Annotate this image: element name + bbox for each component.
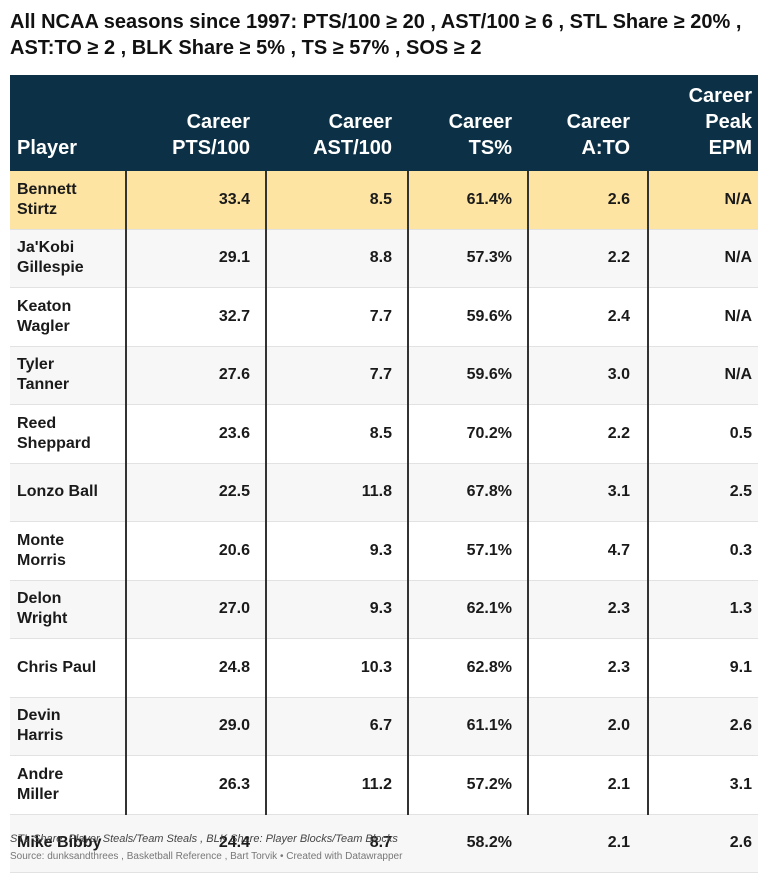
cell-ato: 2.1 (607, 775, 630, 793)
table-header: Player Career PTS/100 Career AST/100 Car… (10, 75, 758, 171)
cell-ts: 59.6% (466, 307, 512, 325)
cell-player: Bennett Stirtz (17, 180, 77, 218)
column-header-player[interactable]: Player (17, 137, 78, 159)
cell-player: Devin Harris (17, 707, 64, 745)
cell-player: Chris Paul (17, 658, 97, 676)
cell-pts: 27.0 (218, 600, 250, 618)
cell-ast: 9.3 (369, 541, 392, 559)
cell-pts: 22.5 (218, 483, 250, 501)
cell-epm: 9.1 (729, 658, 752, 676)
cell-ast: 8.7 (369, 834, 392, 852)
cell-ast: 7.7 (369, 307, 392, 325)
table-row: Reed Sheppard 23.6 8.5 70.2% 2.2 0.5 (10, 405, 758, 464)
data-table: Player Career PTS/100 Career AST/100 Car… (10, 75, 758, 873)
column-header-ato[interactable]: Career A:TO (566, 111, 630, 159)
cell-epm: 0.3 (729, 541, 752, 559)
cell-pts: 29.0 (218, 717, 250, 735)
table-body: Bennett Stirtz 33.4 8.5 61.4% 2.6 N/A Ja'Kobi … (10, 171, 758, 873)
cell-ast: 10.3 (360, 658, 392, 676)
cell-ts: 57.1% (466, 541, 512, 559)
table-row: Ja'Kobi Gillespie 29.1 8.8 57.3% 2.2 N/A (10, 229, 758, 288)
cell-player: Lonzo Ball (17, 483, 98, 501)
cell-pts: 24.4 (218, 834, 250, 852)
cell-ato: 3.1 (607, 483, 630, 501)
cell-ts: 57.3% (466, 249, 512, 267)
cell-player: Ja'Kobi Gillespie (17, 239, 84, 277)
cell-ast: 11.8 (361, 483, 392, 501)
cell-epm: 3.1 (729, 775, 752, 793)
column-header-epm[interactable]: Career Peak EPM (688, 85, 752, 159)
cell-pts: 33.4 (218, 190, 250, 208)
cell-ts: 70.2% (466, 424, 512, 442)
cell-ts: 62.8% (466, 658, 512, 676)
cell-ts: 62.1% (466, 600, 512, 618)
cell-pts: 23.6 (218, 424, 250, 442)
table-row: Keaton Wagler 32.7 7.7 59.6% 2.4 N/A (10, 288, 758, 347)
cell-ato: 2.0 (607, 717, 630, 735)
cell-player: Mike Bibby (17, 834, 102, 852)
cell-ato: 2.3 (607, 600, 630, 618)
cell-ts: 61.1% (466, 717, 512, 735)
cell-player: Reed Sheppard (17, 414, 91, 452)
cell-epm: N/A (724, 249, 752, 267)
cell-epm: N/A (724, 307, 752, 325)
table-row: Andre Miller 26.3 11.2 57.2% 2.1 3.1 (10, 756, 758, 815)
cell-ts: 57.2% (466, 775, 512, 793)
cell-ato: 2.4 (607, 307, 630, 325)
cell-player: Delon Wright (17, 590, 68, 628)
cell-epm: 0.5 (729, 424, 752, 442)
cell-pts: 26.3 (218, 775, 250, 793)
cell-player: Monte Morris (17, 531, 66, 569)
column-header-ts[interactable]: Career TS% (448, 111, 512, 159)
cell-epm: 1.3 (729, 600, 752, 618)
table-row: Delon Wright 27.0 9.3 62.1% 2.3 1.3 (10, 580, 758, 639)
table-row: Monte Morris 20.6 9.3 57.1% 4.7 0.3 (10, 522, 758, 581)
cell-pts: 29.1 (218, 249, 250, 267)
cell-epm: 2.5 (729, 483, 752, 501)
cell-epm: N/A (724, 366, 752, 384)
cell-ato: 2.2 (607, 249, 630, 267)
cell-ato: 2.2 (607, 424, 630, 442)
cell-ts: 58.2% (466, 834, 512, 852)
cell-ast: 9.3 (369, 600, 392, 618)
chart-title: All NCAA seasons since 1997: PTS/100 ≥ 2… (10, 11, 742, 59)
cell-pts: 20.6 (218, 541, 250, 559)
cell-ast: 8.5 (369, 190, 392, 208)
table-row: Lonzo Ball 22.5 11.8 67.8% 3.1 2.5 (10, 463, 758, 522)
cell-epm: N/A (724, 190, 752, 208)
cell-ast: 8.5 (369, 424, 392, 442)
table-row: Mike Bibby 24.4 8.7 58.2% 2.1 2.6 (10, 814, 758, 873)
cell-ts: 67.8% (466, 483, 512, 501)
table-row: Bennett Stirtz 33.4 8.5 61.4% 2.6 N/A (10, 171, 758, 230)
cell-player: Andre Miller (17, 765, 64, 803)
cell-ato: 4.7 (607, 541, 630, 559)
footnote: STL Share: Player Steals/Team Steals , B… (10, 833, 398, 845)
column-header-pts[interactable]: Career PTS/100 (172, 111, 250, 159)
cell-ast: 7.7 (369, 366, 392, 384)
cell-player: Tyler Tanner (17, 356, 70, 394)
cell-ato: 2.3 (607, 658, 630, 676)
cell-epm: 2.6 (729, 717, 752, 735)
cell-ast: 8.8 (369, 249, 392, 267)
cell-ato: 2.1 (607, 834, 630, 852)
source-credit: Source: dunksandthrees , Basketball Refe… (10, 851, 403, 862)
cell-ts: 59.6% (466, 366, 512, 384)
column-header-ast[interactable]: Career AST/100 (313, 111, 392, 159)
cell-ato: 3.0 (607, 366, 630, 384)
cell-ast: 6.7 (369, 717, 392, 735)
cell-player: Keaton Wagler (17, 297, 72, 335)
cell-pts: 27.6 (218, 366, 250, 384)
table-row: Devin Harris 29.0 6.7 61.1% 2.0 2.6 (10, 697, 758, 756)
cell-epm: 2.6 (729, 834, 752, 852)
cell-ts: 61.4% (466, 190, 512, 208)
cell-ast: 11.2 (361, 775, 392, 793)
cell-pts: 32.7 (218, 307, 250, 325)
table-row: Tyler Tanner 27.6 7.7 59.6% 3.0 N/A (10, 346, 758, 405)
table-row: Chris Paul 24.8 10.3 62.8% 2.3 9.1 (10, 639, 758, 698)
cell-pts: 24.8 (218, 658, 250, 676)
cell-ato: 2.6 (607, 190, 630, 208)
